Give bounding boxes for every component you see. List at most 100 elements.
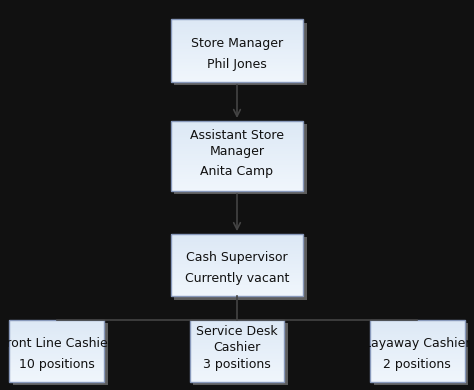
Bar <box>171 267 303 268</box>
Bar <box>9 381 104 382</box>
Bar <box>171 236 303 237</box>
Bar <box>9 378 104 379</box>
Bar <box>370 340 465 342</box>
Bar <box>9 374 104 376</box>
Bar <box>370 360 465 362</box>
Text: Currently vacant: Currently vacant <box>185 273 289 285</box>
Bar <box>171 121 303 122</box>
Bar <box>171 273 303 275</box>
Bar <box>9 356 104 357</box>
Bar <box>370 359 465 360</box>
Bar <box>9 363 104 365</box>
Bar <box>9 320 104 321</box>
Bar <box>370 371 465 373</box>
Bar <box>171 240 303 242</box>
Bar <box>370 346 465 348</box>
Bar <box>9 346 104 348</box>
Bar <box>370 323 465 324</box>
Bar <box>9 368 104 370</box>
Bar <box>370 348 465 349</box>
Bar <box>9 370 104 371</box>
Bar <box>171 246 303 248</box>
Bar <box>171 80 303 82</box>
Bar <box>370 342 465 343</box>
Text: Service Desk
Cashier: Service Desk Cashier <box>196 325 278 354</box>
Bar <box>171 149 303 151</box>
Bar <box>190 353 284 354</box>
Bar <box>171 183 303 184</box>
Bar <box>171 151 303 152</box>
Bar <box>370 331 465 332</box>
Bar <box>171 54 303 55</box>
Bar <box>370 351 465 353</box>
Bar <box>9 365 104 367</box>
Bar <box>171 168 303 170</box>
Bar <box>9 326 104 328</box>
Bar <box>9 337 104 339</box>
Bar <box>171 140 303 142</box>
Bar <box>171 264 303 265</box>
Text: Cash Supervisor: Cash Supervisor <box>186 251 288 264</box>
Bar <box>171 181 303 183</box>
Bar <box>370 345 465 346</box>
Bar <box>190 339 284 340</box>
Bar <box>171 284 303 285</box>
Text: Assistant Store
Manager: Assistant Store Manager <box>190 129 284 158</box>
Bar <box>171 243 303 245</box>
Bar <box>171 290 303 292</box>
Bar <box>174 124 307 194</box>
Bar <box>171 186 303 188</box>
Bar <box>171 265 303 267</box>
Bar <box>190 378 284 379</box>
Bar <box>171 124 303 126</box>
Bar <box>190 345 284 346</box>
Bar <box>190 368 284 370</box>
Bar <box>370 339 465 340</box>
Bar <box>370 378 465 379</box>
Bar <box>190 362 284 363</box>
Bar <box>9 324 104 326</box>
Bar <box>171 135 303 137</box>
Bar <box>370 320 465 321</box>
Bar <box>171 57 303 58</box>
Bar <box>171 276 303 278</box>
Bar <box>190 329 284 331</box>
Bar <box>9 354 104 356</box>
Bar <box>190 374 284 376</box>
Bar <box>190 332 284 334</box>
Bar <box>171 41 303 43</box>
Bar <box>9 376 104 378</box>
Bar <box>370 354 465 356</box>
Bar <box>171 26 303 27</box>
Bar <box>370 370 465 371</box>
Bar <box>171 251 303 253</box>
Bar <box>9 323 104 324</box>
Bar <box>171 74 303 76</box>
Bar <box>190 343 284 345</box>
Bar <box>190 360 284 362</box>
Bar <box>370 379 465 381</box>
Bar <box>171 259 303 261</box>
Bar <box>171 245 303 246</box>
Bar <box>370 329 465 331</box>
Bar <box>171 133 303 135</box>
Bar <box>9 328 104 329</box>
Bar <box>171 23 303 24</box>
Bar <box>370 337 465 339</box>
Bar <box>190 320 284 382</box>
Bar <box>190 346 284 348</box>
Bar <box>190 371 284 373</box>
Bar <box>171 239 303 240</box>
Bar <box>9 371 104 373</box>
Bar <box>171 172 303 174</box>
Bar <box>9 373 104 374</box>
Bar <box>171 60 303 62</box>
Bar <box>370 332 465 334</box>
Bar <box>171 234 303 236</box>
Bar <box>190 321 284 323</box>
Bar <box>9 334 104 335</box>
Bar <box>190 335 284 337</box>
Bar <box>190 340 284 342</box>
Bar <box>193 323 288 385</box>
Bar <box>370 326 465 328</box>
